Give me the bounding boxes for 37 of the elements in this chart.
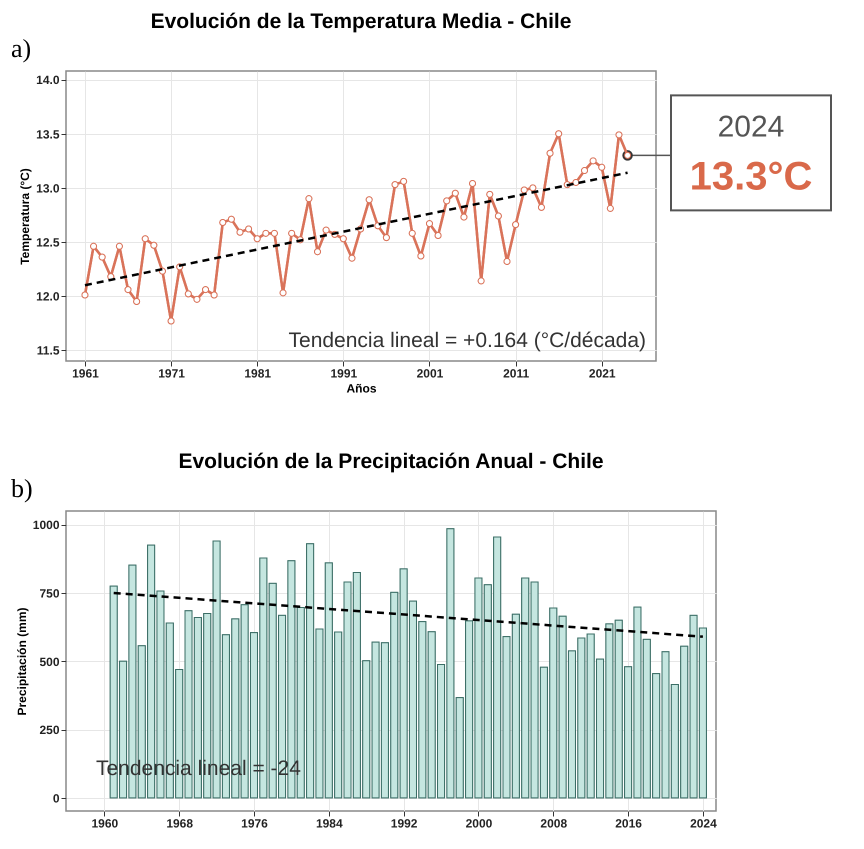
x-tick-label: 1981: [244, 366, 272, 380]
x-tick-label: 1968: [166, 816, 194, 830]
text: a): [11, 34, 32, 63]
y-tick-label: 500: [39, 654, 60, 669]
text: b): [11, 474, 33, 503]
y-axis-title: Precipitación (mm): [14, 607, 29, 716]
x-tick-label: 1991: [330, 366, 358, 380]
y-tick-label: 14.0: [36, 73, 60, 88]
x-tick-label: 2011: [503, 366, 530, 380]
y-tick-label: 11.5: [36, 344, 60, 358]
y-tick-label: 0: [52, 791, 60, 806]
chart-title: Evolución de la Precipitación Anual - Chile: [178, 450, 604, 473]
x-tick-label: 2008: [540, 816, 568, 830]
y-tick-label: 250: [39, 723, 60, 738]
y-tick-label: 12.5: [36, 235, 60, 250]
y-tick-label: 1000: [32, 518, 60, 532]
x-tick-label: 1992: [390, 816, 418, 830]
x-tick-label: 1971: [158, 366, 186, 380]
annotation: Tendencia lineal = +0.164 (°C/década): [288, 329, 646, 352]
x-tick-label: 2024: [690, 816, 718, 830]
x-tick-label: 2021: [588, 366, 616, 380]
x-axis-title: Años: [346, 382, 377, 396]
y-tick-label: 13.0: [36, 181, 60, 196]
x-tick-label: 1961: [72, 366, 100, 380]
y-tick-label: 750: [39, 586, 60, 600]
y-tick-label: 13.5: [36, 127, 60, 142]
chart-title: Evolución de la Temperatura Media - Chile: [150, 10, 572, 33]
x-tick-label: 2001: [416, 366, 444, 380]
x-tick-label: 2000: [466, 816, 493, 830]
x-tick-label: 1976: [241, 816, 268, 830]
text: 2024: [718, 110, 784, 144]
y-tick-label: 12.0: [36, 290, 60, 304]
x-tick-label: 2016: [615, 816, 642, 830]
x-tick-label: 1984: [316, 816, 343, 830]
annotation: 13.3°C: [690, 154, 812, 198]
x-tick-label: 1960: [91, 816, 119, 830]
y-axis-title: Temperatura (°C): [18, 168, 32, 265]
